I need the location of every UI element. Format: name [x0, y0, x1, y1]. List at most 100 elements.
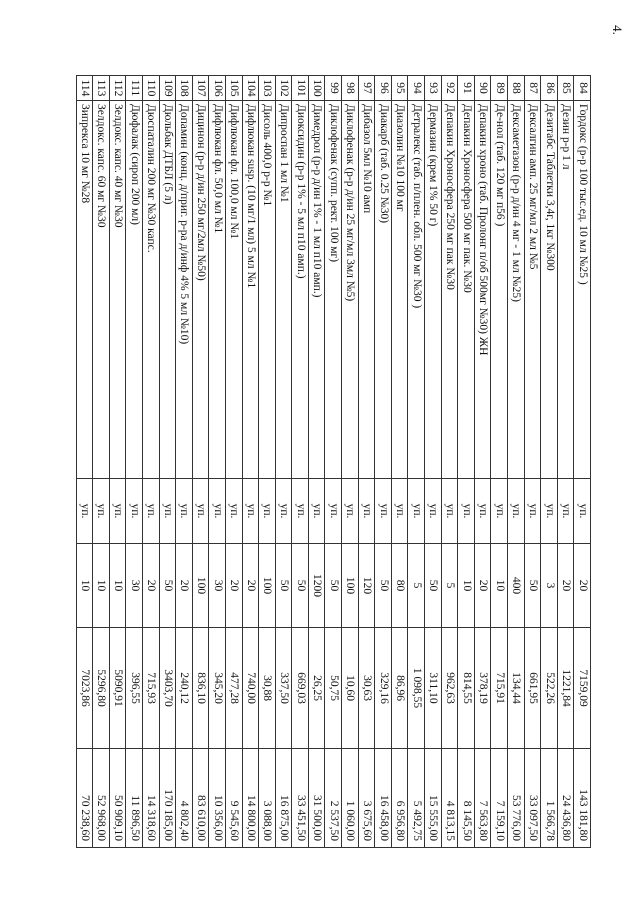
total-cell: 170 185,00: [159, 748, 176, 848]
table-row: 103 Дисоль 400,0 р-р №1 уп. 100 30,88 3 088,0…: [258, 75, 276, 848]
table-row: 113 Зелдокс. капс. 60 мг №30 уп. 10 5296,80 5…: [92, 75, 110, 848]
quantity-cell: 20: [573, 543, 591, 628]
quantity-cell: 100: [258, 543, 276, 628]
quantity-cell: 20: [557, 543, 574, 628]
table-row: 86 Дезитабс Таблетки 3,4г, 1кг №300 уп. 3 52…: [540, 75, 558, 848]
document-table-rotated: 84 Гордокс (р-р 100 тыс.ед. 10 мл №25 ) уп…: [76, 75, 591, 848]
row-number-cell: 108: [175, 75, 193, 101]
row-number-cell: 93: [424, 75, 442, 101]
item-name-cell: Зелдокс. капс. 40 мг №30: [109, 100, 126, 479]
price-cell: 5090,91: [109, 627, 126, 749]
total-cell: 4 802,40: [175, 748, 193, 848]
table-row: 89 Де-нол (таб. 120 мг п56 ) уп. 10 715,91 7 …: [490, 75, 508, 848]
quantity-cell: 20: [175, 543, 193, 628]
unit-cell: уп.: [424, 478, 442, 544]
item-name-cell: Дифлюкан фл. 50,0 мл №1: [208, 100, 226, 479]
quantity-cell: 10: [92, 543, 110, 628]
row-number-cell: 89: [490, 75, 508, 101]
table-row: 90 Депакин хроно (таб. Пролонг п/об 500мг…: [474, 75, 491, 848]
row-number-cell: 109: [159, 75, 176, 101]
item-name-cell: Димедрол (р-р д/ин 1% - 1 мл п10 амп.): [308, 100, 325, 479]
unit-cell: уп.: [524, 478, 541, 544]
total-cell: 1 566,78: [540, 748, 558, 848]
item-name-cell: Диклофенак (р-р д/ин 25 мг/мл 3мл №5): [341, 100, 359, 479]
row-number-cell: 92: [441, 75, 458, 101]
total-cell: 50 909,10: [109, 748, 126, 848]
price-cell: 522,26: [540, 627, 558, 749]
price-cell: 5296,80: [92, 627, 110, 749]
price-cell: 661,95: [524, 627, 541, 749]
price-cell: 477,28: [225, 627, 243, 749]
item-name-cell: Допамин (конц. д/приг. р-ра д/инф 4% 5 м…: [175, 100, 193, 479]
total-cell: 1 060,00: [341, 748, 359, 848]
row-number-cell: 87: [524, 75, 541, 101]
total-cell: 5 492,75: [407, 748, 425, 848]
quantity-cell: 3: [540, 543, 558, 628]
row-number-cell: 105: [225, 75, 243, 101]
row-number-cell: 90: [474, 75, 491, 101]
unit-cell: уп.: [142, 478, 160, 544]
row-number-cell: 100: [308, 75, 325, 101]
price-cell: 240,12: [175, 627, 193, 749]
unit-cell: уп.: [159, 478, 176, 544]
item-name-cell: Депакин хроно (таб. Пролонг п/об 500мг №…: [474, 100, 491, 479]
unit-cell: уп.: [175, 478, 193, 544]
price-cell: 962,63: [441, 627, 458, 749]
price-cell: 669,03: [291, 627, 309, 749]
table-row: 99 Диклофенак (супп. рект. 100 мг) уп. 50 50…: [325, 75, 342, 848]
unit-cell: уп.: [125, 478, 143, 544]
row-number-cell: 95: [391, 75, 408, 101]
price-cell: 836,10: [192, 627, 209, 749]
table-row: 106 Дифлюкан фл. 50,0 мл №1 уп. 30 345,20 10 …: [208, 75, 226, 848]
total-cell: 4 813,15: [441, 748, 458, 848]
table-row: 100 Димедрол (р-р д/ин 1% - 1 мл п10 амп.…: [308, 75, 325, 848]
price-cell: 345,20: [208, 627, 226, 749]
item-name-cell: Зипрекса 10 мг №28: [76, 100, 93, 479]
table-row: 110 Дюспаталин 200 мг №30 капс. уп. 20 715,9…: [142, 75, 160, 848]
price-cell: 50,75: [325, 627, 342, 749]
total-cell: 24 436,80: [557, 748, 574, 848]
quantity-cell: 80: [391, 543, 408, 628]
unit-cell: уп.: [374, 478, 392, 544]
quantity-cell: 10: [76, 543, 93, 628]
quantity-cell: 50: [524, 543, 541, 628]
total-cell: 33 451,50: [291, 748, 309, 848]
table-row: 84 Гордокс (р-р 100 тыс.ед. 10 мл №25 ) уп…: [573, 75, 591, 848]
item-name-cell: Дюльбак ДТБЛ (5 л): [159, 100, 176, 479]
unit-cell: уп.: [474, 478, 491, 544]
price-cell: 10,60: [341, 627, 359, 749]
unit-cell: уп.: [92, 478, 110, 544]
table-row: 109 Дюльбак ДТБЛ (5 л) уп. 50 3403,70 170 185…: [159, 75, 176, 848]
item-name-cell: Дезин р-р 1 л: [557, 100, 574, 479]
row-number-cell: 98: [341, 75, 359, 101]
price-cell: 396,55: [125, 627, 143, 749]
quantity-cell: 100: [192, 543, 209, 628]
unit-cell: уп.: [457, 478, 475, 544]
item-name-cell: Дипроспан 1 мл №1: [275, 100, 292, 479]
table-row: 97 Дибазол 5мл №10 амп уп. 120 30,63 3 675,60: [358, 75, 375, 848]
quantity-cell: 100: [341, 543, 359, 628]
item-name-cell: Депакин Хроносфера 250 мг пак №30: [441, 100, 458, 479]
table-row: 94 Детралекс (таб. п/плен. обл. 500 мг №3…: [407, 75, 425, 848]
table-row: 98 Диклофенак (р-р д/ин 25 мг/мл 3мл №5) у…: [341, 75, 359, 848]
item-name-cell: Диоксидин (р-р 1% - 5 мл п10 амп.): [291, 100, 309, 479]
table-row: 88 Дексаметазон (р-р д/ин 4 мг - 1 мл №25…: [507, 75, 525, 848]
item-name-cell: Де-нол (таб. 120 мг п56 ): [490, 100, 508, 479]
item-name-cell: Дицинон (р-р д/ин 250 мг/2мл №50): [192, 100, 209, 479]
item-name-cell: Дексалгин амп. 25 мг/мл 2 мл №5: [524, 100, 541, 479]
price-cell: 740,00: [242, 627, 259, 749]
price-cell: 329,16: [374, 627, 392, 749]
price-cell: 814,55: [457, 627, 475, 749]
row-number-cell: 94: [407, 75, 425, 101]
price-cell: 1 098,55: [407, 627, 425, 749]
item-name-cell: Дексаметазон (р-р д/ин 4 мг - 1 мл №25): [507, 100, 525, 479]
quantity-cell: 10: [109, 543, 126, 628]
total-cell: 9 545,60: [225, 748, 243, 848]
table-row: 102 Дипроспан 1 мл №1 уп. 50 337,50 16 875,00: [275, 75, 292, 848]
item-name-cell: Дифлюкан susp. (10 мг/1 мл) 5 мл №1: [242, 100, 259, 479]
unit-cell: уп.: [76, 478, 93, 544]
row-number-cell: 96: [374, 75, 392, 101]
unit-cell: уп.: [407, 478, 425, 544]
total-cell: 7 159,10: [490, 748, 508, 848]
table-row: 112 Зелдокс. капс. 40 мг №30 уп. 10 5090,91 5…: [109, 75, 126, 848]
